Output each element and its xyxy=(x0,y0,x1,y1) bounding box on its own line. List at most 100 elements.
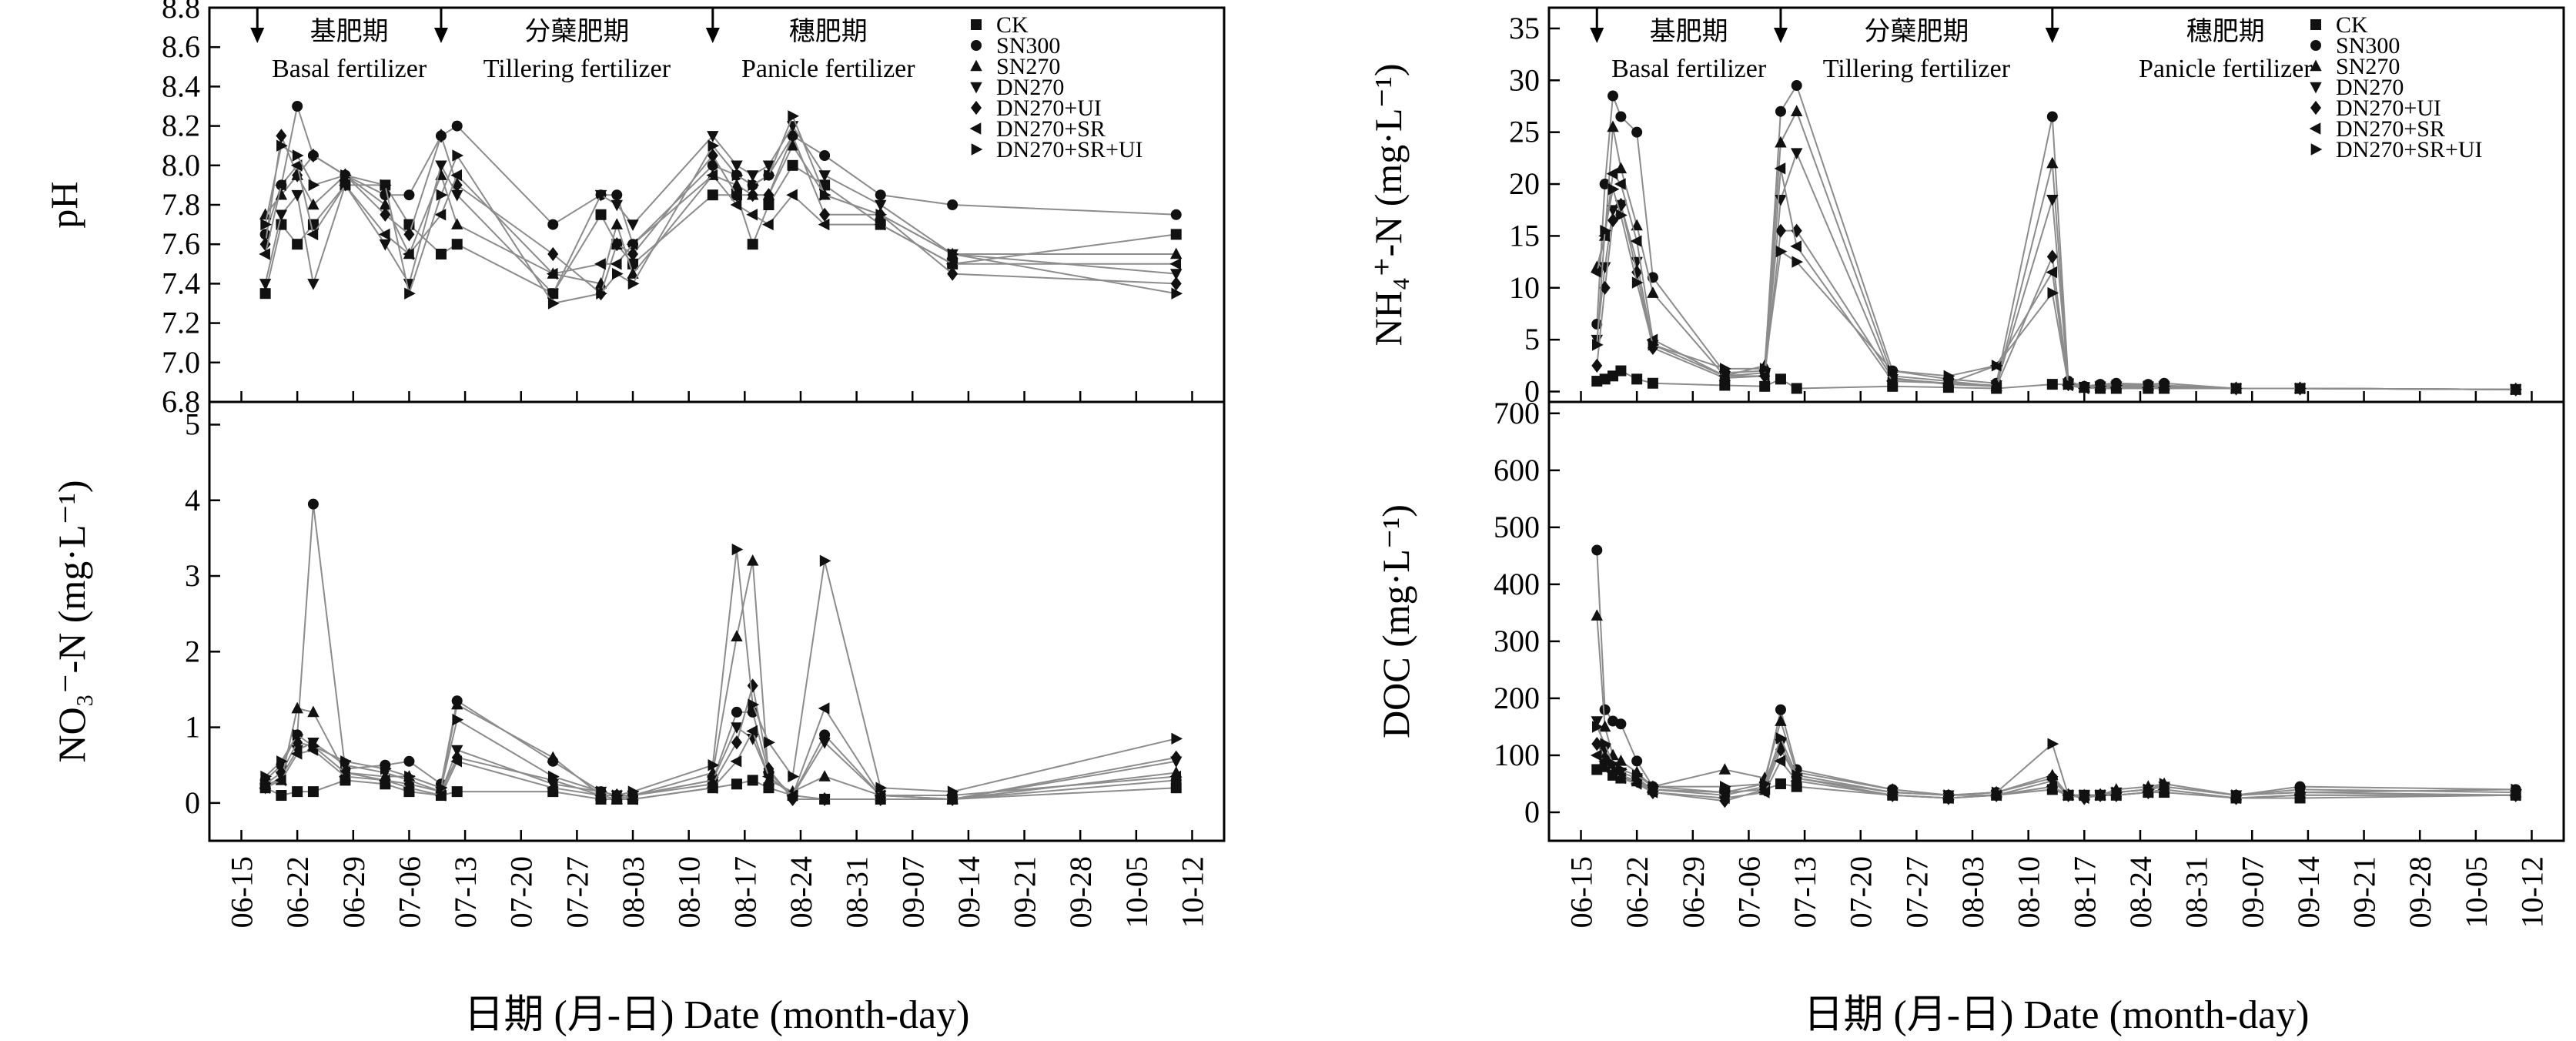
data-point xyxy=(1591,609,1603,621)
data-point xyxy=(1607,90,1619,102)
y-tick-label: 8.6 xyxy=(162,29,200,64)
fertilization-arrow-head xyxy=(705,28,720,43)
data-point xyxy=(380,179,392,192)
data-point xyxy=(1718,370,1730,383)
legend-label: DN270+SR+UI xyxy=(2336,137,2483,162)
data-point xyxy=(626,793,638,805)
data-point xyxy=(2046,266,2058,279)
data-point xyxy=(290,748,303,760)
data-point xyxy=(748,698,760,711)
data-point xyxy=(787,159,798,171)
data-point xyxy=(1170,782,1182,794)
data-point xyxy=(746,725,758,738)
data-point xyxy=(2509,789,2521,802)
data-point xyxy=(747,554,759,566)
data-point xyxy=(731,188,742,203)
data-point xyxy=(611,199,623,212)
data-point xyxy=(379,239,392,251)
data-point xyxy=(819,150,831,161)
y-tick-label: 600 xyxy=(1494,453,1540,487)
data-point xyxy=(2231,789,2243,802)
x-tick-label: 07-06 xyxy=(1731,856,1766,928)
data-point xyxy=(403,189,415,201)
data-point xyxy=(2111,786,2123,798)
fertilization-arrow-head xyxy=(2045,28,2059,43)
data-point xyxy=(1887,364,1899,377)
data-point xyxy=(731,630,743,641)
x-tick-label: 09-28 xyxy=(2403,856,2437,928)
data-point xyxy=(875,199,887,212)
data-point xyxy=(1590,266,1602,279)
data-point xyxy=(746,209,758,221)
data-point xyxy=(1607,758,1620,770)
series-line xyxy=(264,549,1176,797)
data-point xyxy=(747,239,758,250)
data-point xyxy=(786,789,798,802)
data-point xyxy=(731,160,743,172)
data-point xyxy=(627,785,640,798)
x-tick-label: 08-24 xyxy=(2123,856,2158,928)
legend-marker xyxy=(2310,19,2321,30)
data-point xyxy=(404,770,416,783)
panel-no3: 0 1 2 3 4 5 NO₃⁻-N (mg·L⁻¹) 06-15 06-22 06-29 07-0… xyxy=(50,400,1226,1037)
y-tick-label: 8.8 xyxy=(162,0,200,25)
data-point xyxy=(292,735,303,750)
y-axis-label: DOC (mg·L⁻¹) xyxy=(1374,504,1417,738)
data-point xyxy=(307,786,319,798)
data-point xyxy=(276,129,287,143)
x-tick-label: 08-03 xyxy=(1955,856,1990,928)
data-point xyxy=(2095,789,2107,802)
data-point xyxy=(2063,789,2075,802)
x-tick-label: 07-13 xyxy=(448,856,483,928)
series-line xyxy=(264,114,1176,305)
data-point xyxy=(259,279,272,290)
data-point xyxy=(435,160,447,172)
data-point xyxy=(546,267,558,280)
data-point xyxy=(2111,379,2123,392)
data-point xyxy=(403,248,414,260)
data-point xyxy=(1600,224,1612,237)
data-point xyxy=(1775,704,1786,715)
x-tick-label: 09-21 xyxy=(2347,856,2382,928)
data-point xyxy=(2157,783,2170,796)
data-point xyxy=(707,189,718,201)
stage-label-en: Panicle fertilizer xyxy=(2139,55,2313,83)
data-point xyxy=(1599,280,1611,295)
data-point xyxy=(627,267,639,279)
data-point xyxy=(451,218,463,229)
data-point xyxy=(308,179,320,192)
data-point xyxy=(1591,358,1603,373)
data-point xyxy=(451,786,463,798)
legend-marker xyxy=(971,40,982,51)
data-point xyxy=(1614,178,1626,190)
data-point xyxy=(275,209,288,222)
y-tick-label: 100 xyxy=(1494,738,1540,772)
data-point xyxy=(1607,120,1619,132)
data-point xyxy=(1591,544,1603,556)
data-point xyxy=(747,775,758,786)
stage-label-cn: 基肥期 xyxy=(1650,17,1728,46)
x-tick-label: 09-21 xyxy=(1008,856,1042,928)
data-point xyxy=(731,722,743,734)
data-point xyxy=(945,258,958,270)
data-point xyxy=(1648,339,1660,351)
data-point xyxy=(594,189,607,202)
data-point xyxy=(596,785,607,798)
panels: 6.8 7.0 7.2 7.4 7.6 7.8 8.0 8.2 8.4 8.6 8.8 pH 基肥期 Ba… xyxy=(42,0,2565,1037)
data-point xyxy=(2079,789,2091,802)
panel-nh4: 0 5 10 15 20 25 30 35 NH₄⁺-N (mg·L⁻¹) 基肥期 Basal fe… xyxy=(1367,6,2565,409)
data-point xyxy=(708,139,720,152)
y-tick-label: 30 xyxy=(1509,62,1540,97)
data-point xyxy=(450,169,463,182)
x-tick-label: 09-07 xyxy=(895,856,930,928)
data-point xyxy=(1615,365,1627,377)
x-tick-label: 09-28 xyxy=(1063,856,1098,928)
legend-marker xyxy=(971,100,982,115)
data-point xyxy=(1170,229,1182,240)
data-point xyxy=(451,750,463,765)
data-point xyxy=(307,279,319,290)
data-point xyxy=(1615,111,1627,122)
legend-marker xyxy=(2310,59,2322,72)
data-point xyxy=(1775,732,1788,745)
